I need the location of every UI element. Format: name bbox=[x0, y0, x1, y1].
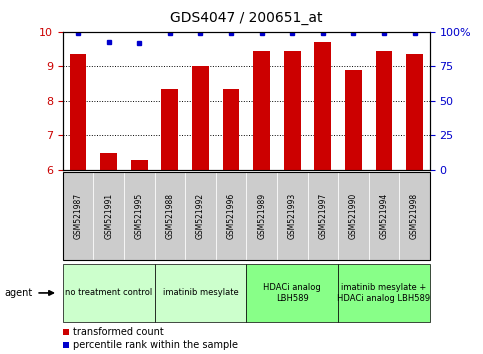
Text: agent: agent bbox=[5, 288, 33, 298]
Text: transformed count: transformed count bbox=[73, 327, 164, 337]
Bar bbox=[192, 67, 209, 170]
Text: GSM521998: GSM521998 bbox=[410, 193, 419, 239]
Bar bbox=[131, 160, 148, 170]
Bar bbox=[406, 54, 423, 170]
Bar bbox=[314, 42, 331, 170]
Text: GSM521990: GSM521990 bbox=[349, 193, 358, 239]
Text: HDACi analog
LBH589: HDACi analog LBH589 bbox=[263, 283, 321, 303]
Text: GSM521994: GSM521994 bbox=[380, 193, 388, 239]
Bar bbox=[100, 153, 117, 170]
Text: GSM521996: GSM521996 bbox=[227, 193, 236, 239]
Text: GSM521989: GSM521989 bbox=[257, 193, 266, 239]
Bar bbox=[253, 51, 270, 170]
Text: GSM521995: GSM521995 bbox=[135, 193, 144, 239]
Bar bbox=[223, 89, 240, 170]
Bar bbox=[284, 51, 300, 170]
Text: GSM521993: GSM521993 bbox=[288, 193, 297, 239]
Text: GSM521988: GSM521988 bbox=[165, 193, 174, 239]
Text: GSM521991: GSM521991 bbox=[104, 193, 113, 239]
Text: imatinib mesylate +
HDACi analog LBH589: imatinib mesylate + HDACi analog LBH589 bbox=[338, 283, 430, 303]
Text: imatinib mesylate: imatinib mesylate bbox=[163, 289, 238, 297]
Bar bbox=[345, 70, 362, 170]
Bar bbox=[376, 51, 392, 170]
Text: no treatment control: no treatment control bbox=[65, 289, 152, 297]
Text: GSM521997: GSM521997 bbox=[318, 193, 327, 239]
Text: GSM521987: GSM521987 bbox=[73, 193, 83, 239]
Bar bbox=[70, 54, 86, 170]
Text: percentile rank within the sample: percentile rank within the sample bbox=[73, 340, 239, 350]
Bar bbox=[161, 89, 178, 170]
Text: GDS4047 / 200651_at: GDS4047 / 200651_at bbox=[170, 11, 323, 25]
Text: GSM521992: GSM521992 bbox=[196, 193, 205, 239]
